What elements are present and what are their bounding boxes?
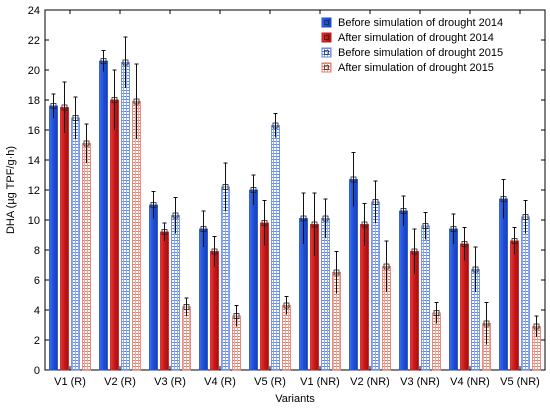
- bar: [132, 101, 141, 371]
- bar: [349, 179, 358, 371]
- bar: [499, 198, 508, 371]
- x-axis: V1 (R) V2 (R) V3 (R) V4 (R) V5 (R) V1 (NR) V2 …: [54, 10, 540, 388]
- bar: [221, 186, 230, 371]
- bar: [182, 306, 191, 371]
- x-tick-label: V5 (R): [254, 376, 286, 388]
- bar: [360, 224, 369, 371]
- bar: [399, 210, 408, 371]
- legend-swatch: [321, 32, 332, 43]
- bar: [71, 117, 80, 371]
- legend-swatch: [321, 47, 332, 58]
- x-tick-label: V2 (R): [104, 376, 136, 388]
- x-tick-label: V4 (R): [204, 376, 236, 388]
- x-tick-label: V5 (NR): [500, 376, 540, 388]
- x-tick-label: V1 (R): [54, 376, 86, 388]
- x-tick-label: V3 (NR): [400, 376, 440, 388]
- legend-swatch: [321, 62, 332, 73]
- bar: [49, 105, 58, 371]
- y-tick-label: 18: [28, 95, 40, 107]
- bar: [421, 225, 430, 371]
- bar: [160, 231, 169, 371]
- y-tick-label: 6: [34, 275, 40, 287]
- legend-marker: [324, 50, 329, 55]
- y-tick-label: 14: [28, 155, 40, 167]
- x-tick-label: V2 (NR): [350, 376, 390, 388]
- bar: [371, 201, 380, 371]
- bar: [149, 204, 158, 371]
- y-tick-label: 4: [34, 305, 40, 317]
- y-tick-label: 12: [28, 185, 40, 197]
- bar: [210, 251, 219, 371]
- legend-marker: [324, 20, 329, 25]
- bar: [521, 216, 530, 371]
- legend: Before simulation of drought 2014 After s…: [321, 17, 503, 74]
- legend-marker: [324, 35, 329, 40]
- bar: [271, 125, 280, 371]
- y-tick-label: 2: [34, 335, 40, 347]
- legend-label: After simulation of drought 2014: [338, 32, 494, 44]
- bar: [449, 228, 458, 371]
- y-tick-label: 10: [28, 215, 40, 227]
- legend-swatch: [321, 17, 332, 28]
- bar: [199, 228, 208, 371]
- y-tick-label: 8: [34, 245, 40, 257]
- bars: [49, 36, 541, 371]
- legend-label: After simulation of drought 2015: [338, 62, 494, 74]
- y-tick-label: 0: [34, 365, 40, 377]
- bar: [249, 189, 258, 371]
- y-tick-label: 22: [28, 35, 40, 47]
- bar: [321, 218, 330, 371]
- x-axis-title: Variants: [275, 393, 315, 405]
- y-tick-label: 24: [28, 5, 40, 17]
- y-axis-title: DHA (µg TPF/g·h): [5, 146, 17, 234]
- bar: [282, 305, 291, 371]
- y-tick-label: 16: [28, 125, 40, 137]
- y-tick-label: 20: [28, 65, 40, 77]
- bar: [460, 243, 469, 371]
- bar: [121, 62, 130, 371]
- x-tick-label: V1 (NR): [300, 376, 340, 388]
- bar: [60, 107, 69, 371]
- legend-label: Before simulation of drought 2015: [338, 47, 503, 59]
- x-tick-label: V4 (NR): [450, 376, 490, 388]
- bar: [110, 99, 119, 371]
- bar: [510, 240, 519, 371]
- bar: [171, 215, 180, 371]
- bar: [82, 143, 91, 371]
- legend-label: Before simulation of drought 2014: [338, 17, 503, 29]
- x-tick-label: V3 (R): [154, 376, 186, 388]
- bar: [99, 60, 108, 371]
- legend-marker: [324, 65, 329, 70]
